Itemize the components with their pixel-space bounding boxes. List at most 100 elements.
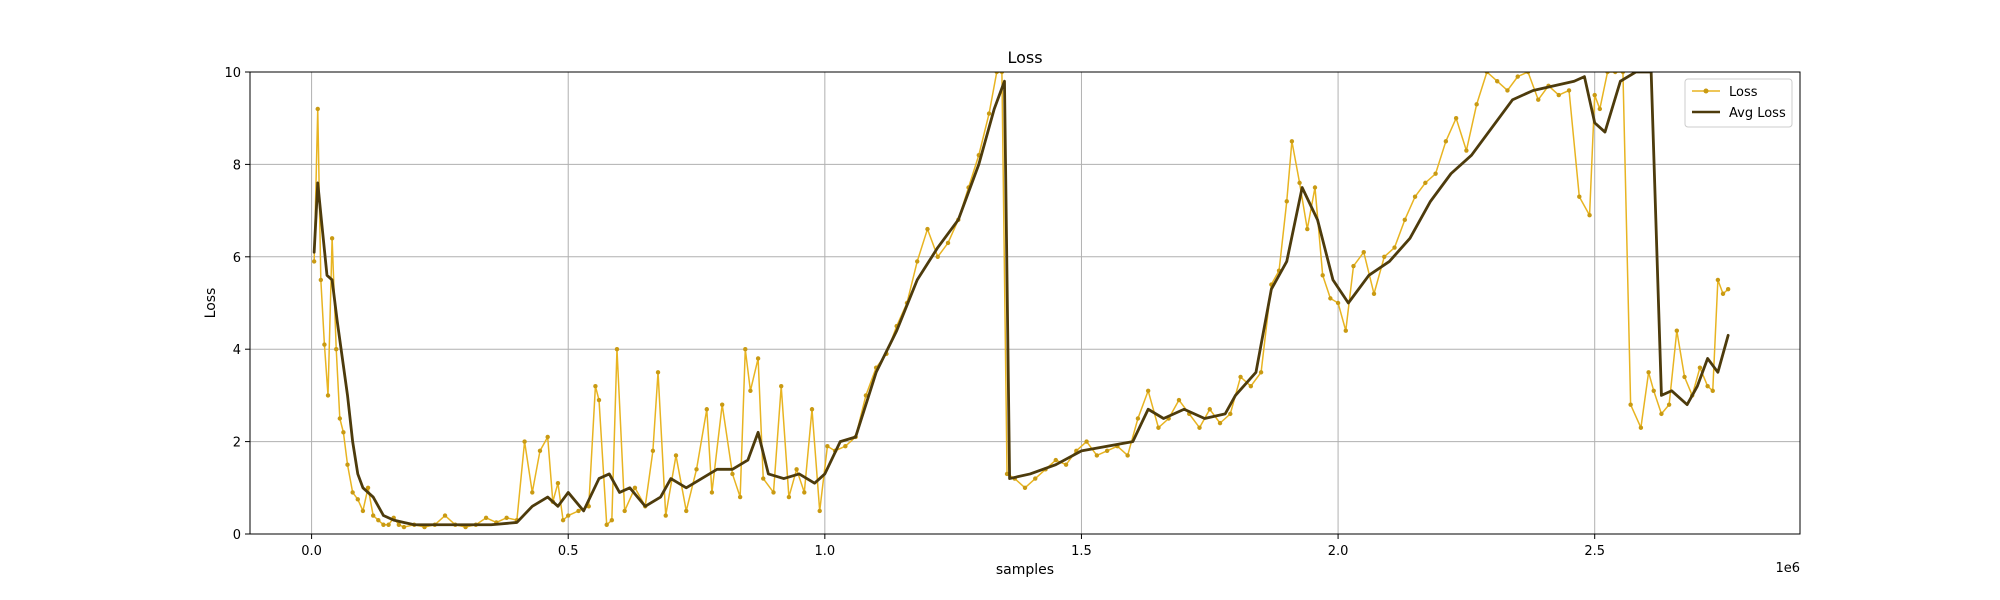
- loss-point: [999, 72, 1005, 75]
- loss-point: [684, 508, 689, 514]
- loss-point: [1382, 254, 1387, 259]
- loss-point: [593, 383, 598, 389]
- loss-point: [1494, 79, 1500, 84]
- loss-point: [530, 490, 535, 495]
- x-axis-label: samples: [996, 562, 1054, 578]
- loss-point: [1433, 171, 1438, 176]
- loss-point: [1135, 416, 1141, 421]
- legend: Loss Avg Loss: [1684, 78, 1793, 128]
- loss-line: [313, 72, 1729, 528]
- loss-point: [614, 347, 620, 352]
- loss-point: [794, 467, 799, 472]
- grid-lines: [250, 71, 1800, 535]
- loss-point: [663, 513, 668, 518]
- loss-point: [396, 522, 402, 527]
- loss-point: [1710, 388, 1715, 393]
- loss-point: [1720, 291, 1726, 296]
- loss-point: [915, 259, 920, 264]
- loss-point: [761, 476, 766, 481]
- loss-point: [786, 494, 792, 500]
- loss-point: [537, 448, 543, 454]
- loss-point: [1592, 92, 1597, 98]
- loss-point: [1484, 72, 1490, 75]
- y-tick-label: 2: [233, 436, 241, 451]
- loss-point: [863, 393, 869, 398]
- loss-point: [596, 397, 602, 403]
- loss-point: [329, 236, 335, 241]
- loss-point: [483, 515, 489, 521]
- loss-point: [1320, 273, 1325, 278]
- series-avg-loss: [312, 72, 1730, 527]
- loss-point: [376, 517, 381, 523]
- loss-point: [1371, 291, 1377, 296]
- loss-point: [1638, 425, 1644, 430]
- loss-point: [779, 383, 784, 389]
- y-tick-label: 6: [233, 251, 241, 266]
- loss-point: [1464, 148, 1469, 153]
- loss-point: [809, 407, 815, 412]
- loss-point: [802, 490, 807, 495]
- loss-point: [1207, 407, 1212, 412]
- plot-frame: [249, 71, 1801, 535]
- loss-point: [1423, 180, 1428, 186]
- loss-point: [1361, 249, 1366, 255]
- loss-point: [1145, 388, 1151, 393]
- loss-point: [994, 72, 999, 75]
- loss-point: [1258, 370, 1264, 375]
- legend-label-avg-loss: Avg Loss: [1729, 106, 1786, 121]
- loss-point: [381, 522, 386, 527]
- loss-point: [1053, 457, 1058, 463]
- loss-point: [1725, 286, 1731, 292]
- avg-loss-line: [312, 72, 1730, 527]
- loss-point: [341, 430, 346, 435]
- loss-point: [311, 259, 317, 264]
- loss-point: [1033, 476, 1038, 481]
- loss-point: [1343, 328, 1348, 333]
- loss-point: [604, 522, 609, 527]
- loss-point: [1659, 411, 1664, 417]
- loss-point: [1104, 448, 1110, 454]
- loss-point: [650, 448, 656, 454]
- loss-point: [1197, 425, 1202, 430]
- loss-point: [566, 513, 571, 518]
- loss-point: [322, 342, 327, 347]
- loss-point: [737, 494, 743, 500]
- loss-point: [1312, 185, 1318, 190]
- loss-point: [632, 485, 638, 490]
- loss-point: [1674, 328, 1680, 333]
- loss-point: [318, 277, 324, 283]
- loss-point: [576, 508, 581, 514]
- loss-point: [1156, 425, 1161, 430]
- loss-point: [1412, 194, 1418, 199]
- loss-point: [1328, 296, 1333, 301]
- loss-point: [360, 508, 366, 514]
- loss-point: [1682, 374, 1687, 380]
- series-loss: [311, 72, 1731, 530]
- x-tick-label: 1.0: [814, 544, 835, 559]
- legend-marker-loss: [1703, 88, 1709, 94]
- loss-point: [945, 240, 951, 246]
- loss-point: [1217, 420, 1223, 426]
- x-tick-label: 0.0: [301, 544, 322, 559]
- loss-point: [1566, 88, 1572, 93]
- loss-point: [1351, 263, 1356, 269]
- loss-point: [719, 402, 725, 407]
- loss-point: [1335, 300, 1341, 306]
- loss-point: [1084, 439, 1089, 444]
- loss-point: [694, 467, 699, 472]
- loss-point: [1577, 194, 1582, 199]
- loss-point: [935, 254, 940, 259]
- loss-point: [315, 106, 320, 112]
- loss-point: [365, 485, 371, 490]
- loss-point: [1505, 88, 1510, 93]
- loss-point: [1305, 226, 1310, 232]
- loss-point: [1453, 116, 1459, 121]
- loss-point: [555, 480, 561, 486]
- x-tick-label: 2.0: [1328, 544, 1349, 559]
- loss-point: [1556, 92, 1561, 98]
- loss-point: [325, 393, 331, 398]
- loss-point: [1587, 213, 1592, 218]
- loss-point: [1022, 485, 1028, 490]
- loss-point: [355, 497, 360, 502]
